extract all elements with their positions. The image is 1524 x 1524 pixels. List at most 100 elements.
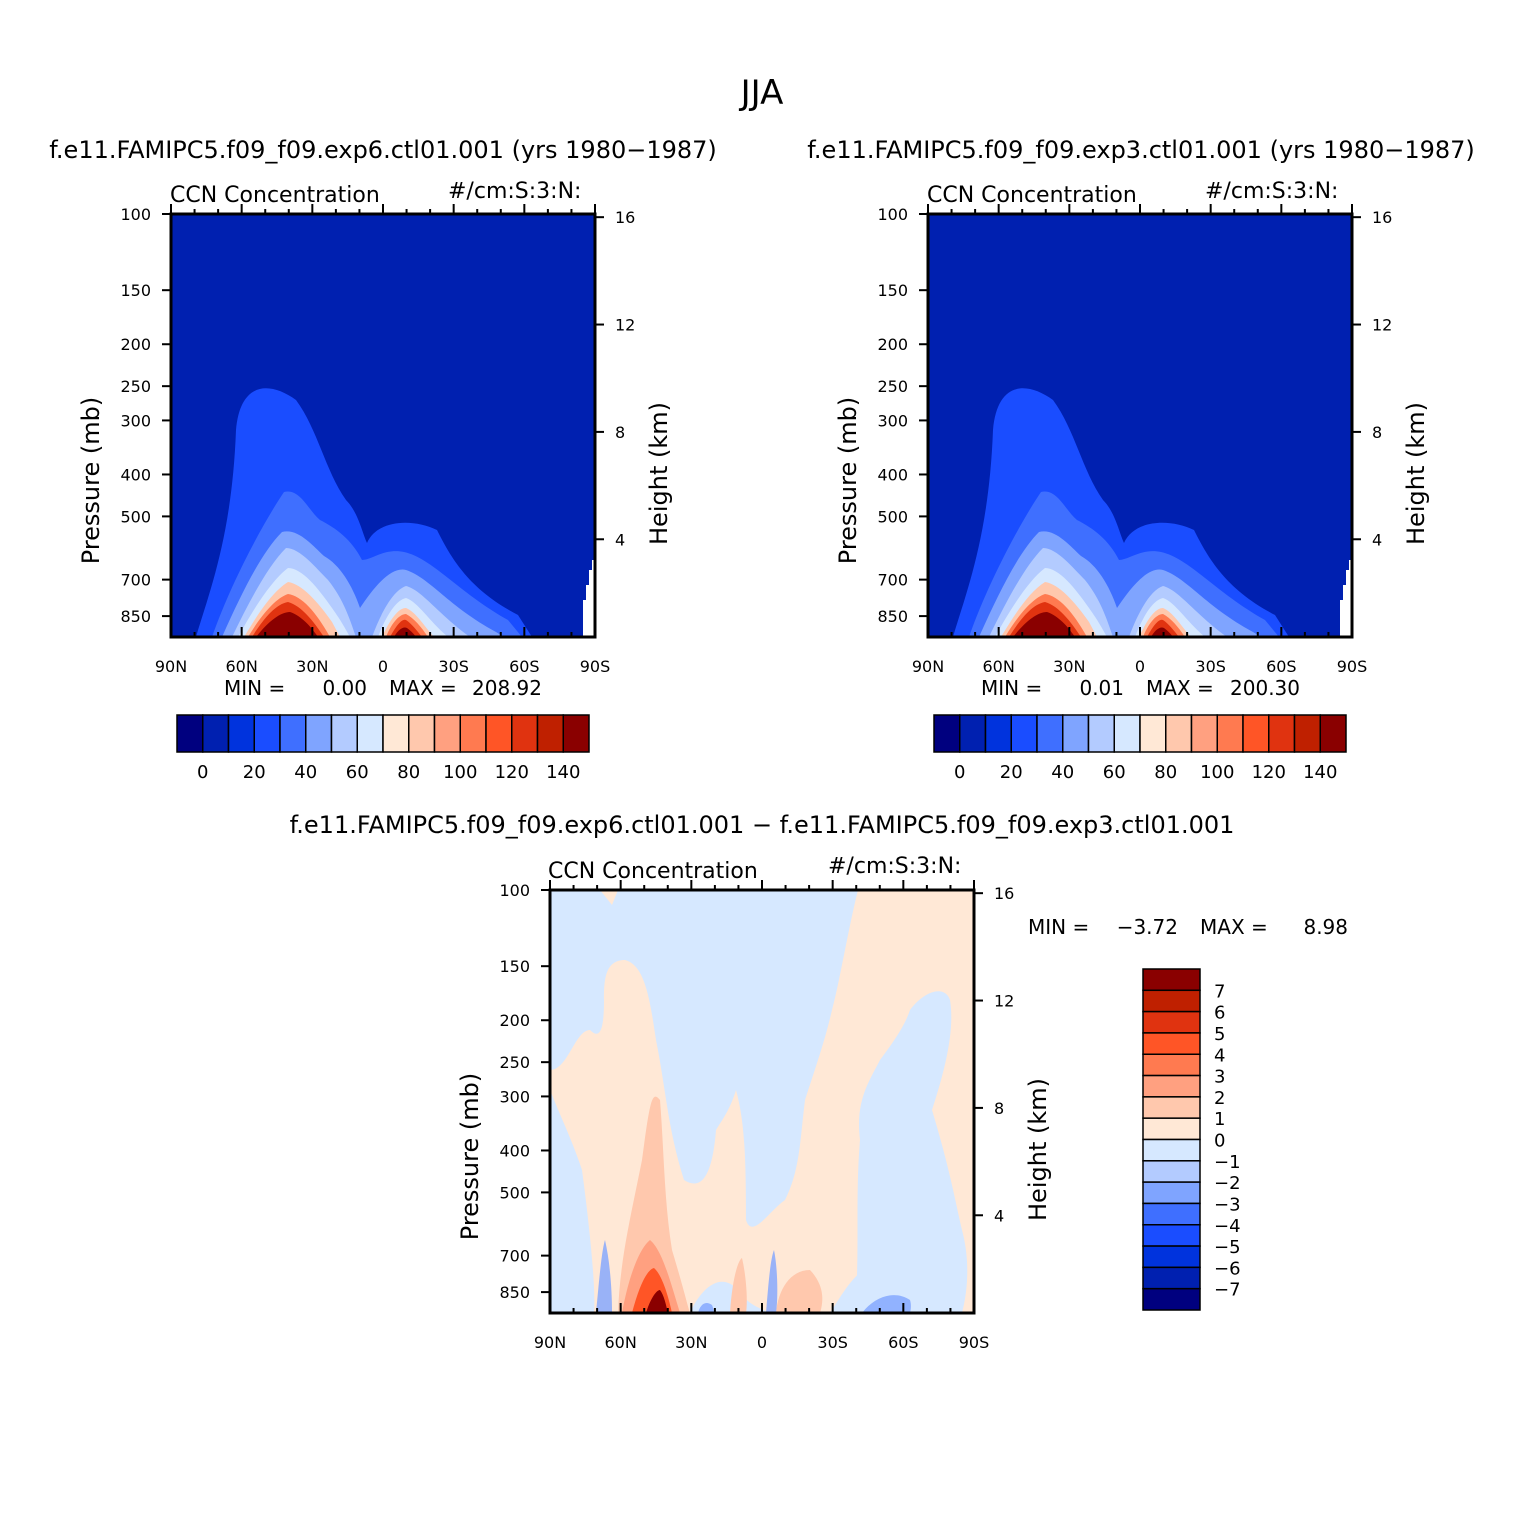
colorbar-label: 80	[1154, 762, 1177, 783]
colorbar-label: 120	[1252, 762, 1286, 783]
colorbar-box	[1142, 1117, 1201, 1141]
min-label: MIN =	[224, 676, 285, 700]
units-label: #/cm:S:3:N:	[828, 854, 961, 879]
y-tick-label: 200	[877, 335, 908, 354]
x-tick-label: 0	[1135, 657, 1145, 676]
x-tick-label: 90N	[155, 657, 187, 676]
y2-tick-label: 4	[1372, 530, 1382, 549]
x-tick-label: 60N	[983, 657, 1015, 676]
y2-tick-label: 16	[994, 884, 1014, 903]
colorbar-label: 100	[1200, 762, 1234, 783]
colorbar-box	[1142, 1074, 1201, 1098]
y-axis-label: Pressure (mb)	[77, 397, 105, 564]
min-value: 0.00	[322, 676, 367, 700]
contour-field	[550, 890, 974, 1313]
contour-field	[171, 214, 595, 637]
colorbar-box	[408, 714, 436, 753]
x-tick-label: 0	[378, 657, 388, 676]
y-tick-label: 200	[120, 335, 151, 354]
x-tick-label: 0	[757, 1333, 767, 1352]
colorbar-box	[1319, 714, 1347, 753]
colorbar-box	[356, 714, 384, 753]
colorbar-label: −4	[1214, 1216, 1241, 1237]
y-tick-label: 850	[499, 1283, 530, 1302]
y2-axis-label: Height (km)	[645, 402, 673, 545]
colorbar-box	[227, 714, 255, 753]
colorbar-label: 1	[1214, 1109, 1225, 1130]
colorbar-label: 140	[546, 762, 580, 783]
contour-field	[928, 214, 1352, 637]
colorbar-box	[1142, 1032, 1201, 1055]
max-label: MAX =	[1146, 676, 1214, 700]
colorbar-box	[1142, 1160, 1201, 1183]
y-axis-label: Pressure (mb)	[456, 1073, 484, 1240]
x-tick-label: 30S	[438, 657, 469, 676]
x-tick-label: 30S	[817, 1333, 848, 1352]
colorbar-label: 80	[397, 762, 420, 783]
y-axis-label: Pressure (mb)	[834, 397, 862, 564]
y-tick-label: 500	[499, 1183, 530, 1202]
y-tick-label: 500	[877, 507, 908, 526]
min-value: −3.72	[1117, 915, 1178, 939]
colorbar-box	[1062, 714, 1090, 753]
colorbar-box	[382, 714, 410, 753]
colorbar-label: 60	[1103, 762, 1126, 783]
y-tick-label: 250	[499, 1053, 530, 1072]
x-tick-label: 30N	[296, 657, 328, 676]
colorbar-box	[433, 714, 461, 753]
colorbar-label: −5	[1214, 1237, 1241, 1258]
x-tick-label: 90S	[580, 657, 611, 676]
y2-axis-label: Height (km)	[1402, 402, 1430, 545]
colorbar-box	[1113, 714, 1141, 753]
colorbar-label: −7	[1214, 1280, 1241, 1301]
colorbar-label: 6	[1214, 1003, 1225, 1024]
max-value: 200.30	[1230, 676, 1300, 700]
colorbar-box	[1142, 1266, 1201, 1290]
colorbar-label: 140	[1303, 762, 1337, 783]
colorbar-box	[176, 714, 204, 753]
colorbar-label: 120	[495, 762, 529, 783]
y-tick-label: 300	[120, 411, 151, 430]
colorbar-label: 20	[243, 762, 266, 783]
y-tick-label: 400	[877, 465, 908, 484]
y-tick-label: 100	[120, 205, 151, 224]
run-title: f.e11.FAMIPC5.f09_f09.exp6.ctl01.001 − f…	[290, 811, 1235, 839]
colorbar-label: 40	[1051, 762, 1074, 783]
colorbar-box	[511, 714, 539, 753]
x-tick-label: 30S	[1195, 657, 1226, 676]
y-tick-label: 250	[877, 377, 908, 396]
min-label: MIN =	[981, 676, 1042, 700]
run-title: f.e11.FAMIPC5.f09_f09.exp3.ctl01.001 (yr…	[807, 136, 1475, 164]
y-tick-label: 700	[877, 571, 908, 590]
colorbar-box	[253, 714, 281, 753]
y2-tick-label: 4	[994, 1206, 1004, 1225]
colorbar-label: 0	[1214, 1131, 1225, 1152]
colorbar-box	[1142, 1224, 1201, 1247]
y2-tick-label: 8	[615, 423, 625, 442]
colorbar-label: 7	[1214, 981, 1225, 1002]
y2-tick-label: 8	[1372, 423, 1382, 442]
x-tick-label: 60S	[509, 657, 540, 676]
y2-tick-label: 12	[1372, 316, 1392, 335]
colorbar-label: −2	[1214, 1173, 1241, 1194]
colorbar-label: 3	[1214, 1067, 1225, 1088]
y2-tick-label: 12	[615, 316, 635, 335]
axes-ctl6: 100 150 200 250 300 400 500 700 850 Pressure (mb)…	[77, 204, 673, 676]
y2-tick-label: 4	[615, 530, 625, 549]
y2-tick-label: 16	[615, 208, 635, 227]
colorbar-box	[1242, 714, 1270, 753]
max-value: 208.92	[472, 676, 542, 700]
y2-tick-label: 16	[1372, 208, 1392, 227]
x-tick-label: 30N	[1053, 657, 1085, 676]
y-tick-label: 850	[120, 607, 151, 626]
colorbar-box	[279, 714, 307, 753]
x-tick-label: 60N	[226, 657, 258, 676]
y-tick-label: 300	[877, 411, 908, 430]
colorbar-box	[1142, 1287, 1201, 1311]
x-tick-label: 60S	[1266, 657, 1297, 676]
colorbar-box	[1142, 1202, 1201, 1226]
units-label: #/cm:S:3:N:	[1205, 179, 1338, 204]
panel-ctl3: f.e11.FAMIPC5.f09_f09.exp3.ctl01.001 (yr…	[807, 136, 1475, 783]
min-label: MIN =	[1028, 915, 1089, 939]
